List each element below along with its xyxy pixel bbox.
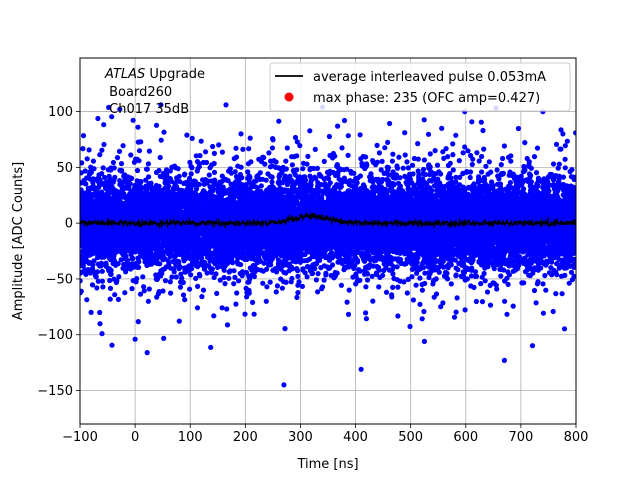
scatter-point [316, 271, 321, 276]
scatter-point [212, 170, 217, 175]
scatter-point [294, 167, 299, 172]
scatter-point [282, 326, 287, 331]
scatter-point [264, 299, 269, 304]
scatter-point [553, 291, 558, 296]
scatter-point [168, 291, 173, 296]
scatter-point [201, 288, 206, 293]
scatter-point [438, 304, 443, 309]
scatter-point [461, 150, 466, 155]
scatter-point [295, 268, 300, 273]
scatter-point [439, 126, 444, 131]
scatter-point [100, 269, 105, 274]
scatter-point [322, 278, 327, 283]
scatter-point [551, 161, 556, 166]
scatter-point [542, 273, 547, 278]
scatter-point [140, 274, 145, 279]
scatter-point [226, 276, 231, 281]
scatter-point [177, 319, 182, 324]
scatter-point [178, 285, 183, 290]
scatter-point [463, 307, 468, 312]
scatter-point [363, 310, 368, 315]
scatter-point [441, 156, 446, 161]
scatter-point [407, 324, 412, 329]
scatter-point [402, 130, 407, 135]
scatter-point [100, 284, 105, 289]
scatter-point [195, 305, 200, 310]
scatter-point [522, 140, 527, 145]
scatter-point [239, 165, 244, 170]
scatter-point [346, 153, 351, 158]
scatter-point [530, 343, 535, 348]
scatter-point [481, 147, 486, 152]
scatter-point [410, 267, 415, 272]
scatter-point [242, 312, 247, 317]
scatter-point [376, 284, 381, 289]
scatter-point [411, 297, 416, 302]
scatter-point [469, 119, 474, 124]
scatter-point [250, 300, 255, 305]
scatter-point [474, 150, 479, 155]
scatter-point [457, 158, 462, 163]
scatter-point [499, 162, 504, 167]
scatter-point [197, 272, 202, 277]
scatter-point [97, 310, 102, 315]
scatter-point [500, 156, 505, 161]
scatter-point [91, 159, 96, 164]
scatter-point [90, 282, 95, 287]
scatter-point [315, 289, 320, 294]
scatter-point [474, 274, 479, 279]
scatter-point [502, 299, 507, 304]
scatter-point [252, 274, 257, 279]
scatter-point [479, 120, 484, 125]
scatter-point [168, 279, 173, 284]
scatter-point [448, 161, 453, 166]
scatter-point [554, 142, 559, 147]
scatter-point [290, 162, 295, 167]
scatter-point [540, 281, 545, 286]
scatter-point [268, 280, 273, 285]
scatter-point [483, 164, 488, 169]
scatter-point [305, 274, 310, 279]
scatter-point [231, 281, 236, 286]
scatter-point [240, 147, 245, 152]
scatter-point [101, 142, 106, 147]
scatter-point [534, 300, 539, 305]
scatter-point [203, 149, 208, 154]
scatter-point [504, 312, 509, 317]
scatter-point [307, 128, 312, 133]
scatter-point [395, 264, 400, 269]
scatter-point [220, 305, 225, 310]
scatter-point [565, 139, 570, 144]
scatter-point [137, 148, 142, 153]
scatter-point [495, 167, 500, 172]
scatter-point [154, 123, 159, 128]
scatter-point [563, 157, 568, 162]
scatter-point [108, 286, 113, 291]
scatter-point [532, 288, 537, 293]
scatter-point [94, 285, 99, 290]
scatter-point [117, 149, 122, 154]
scatter-point [204, 160, 209, 165]
scatter-point [450, 141, 455, 146]
scatter-point [294, 295, 299, 300]
scatter-point [420, 282, 425, 287]
scatter-point [480, 128, 485, 133]
scatter-point [390, 152, 395, 157]
